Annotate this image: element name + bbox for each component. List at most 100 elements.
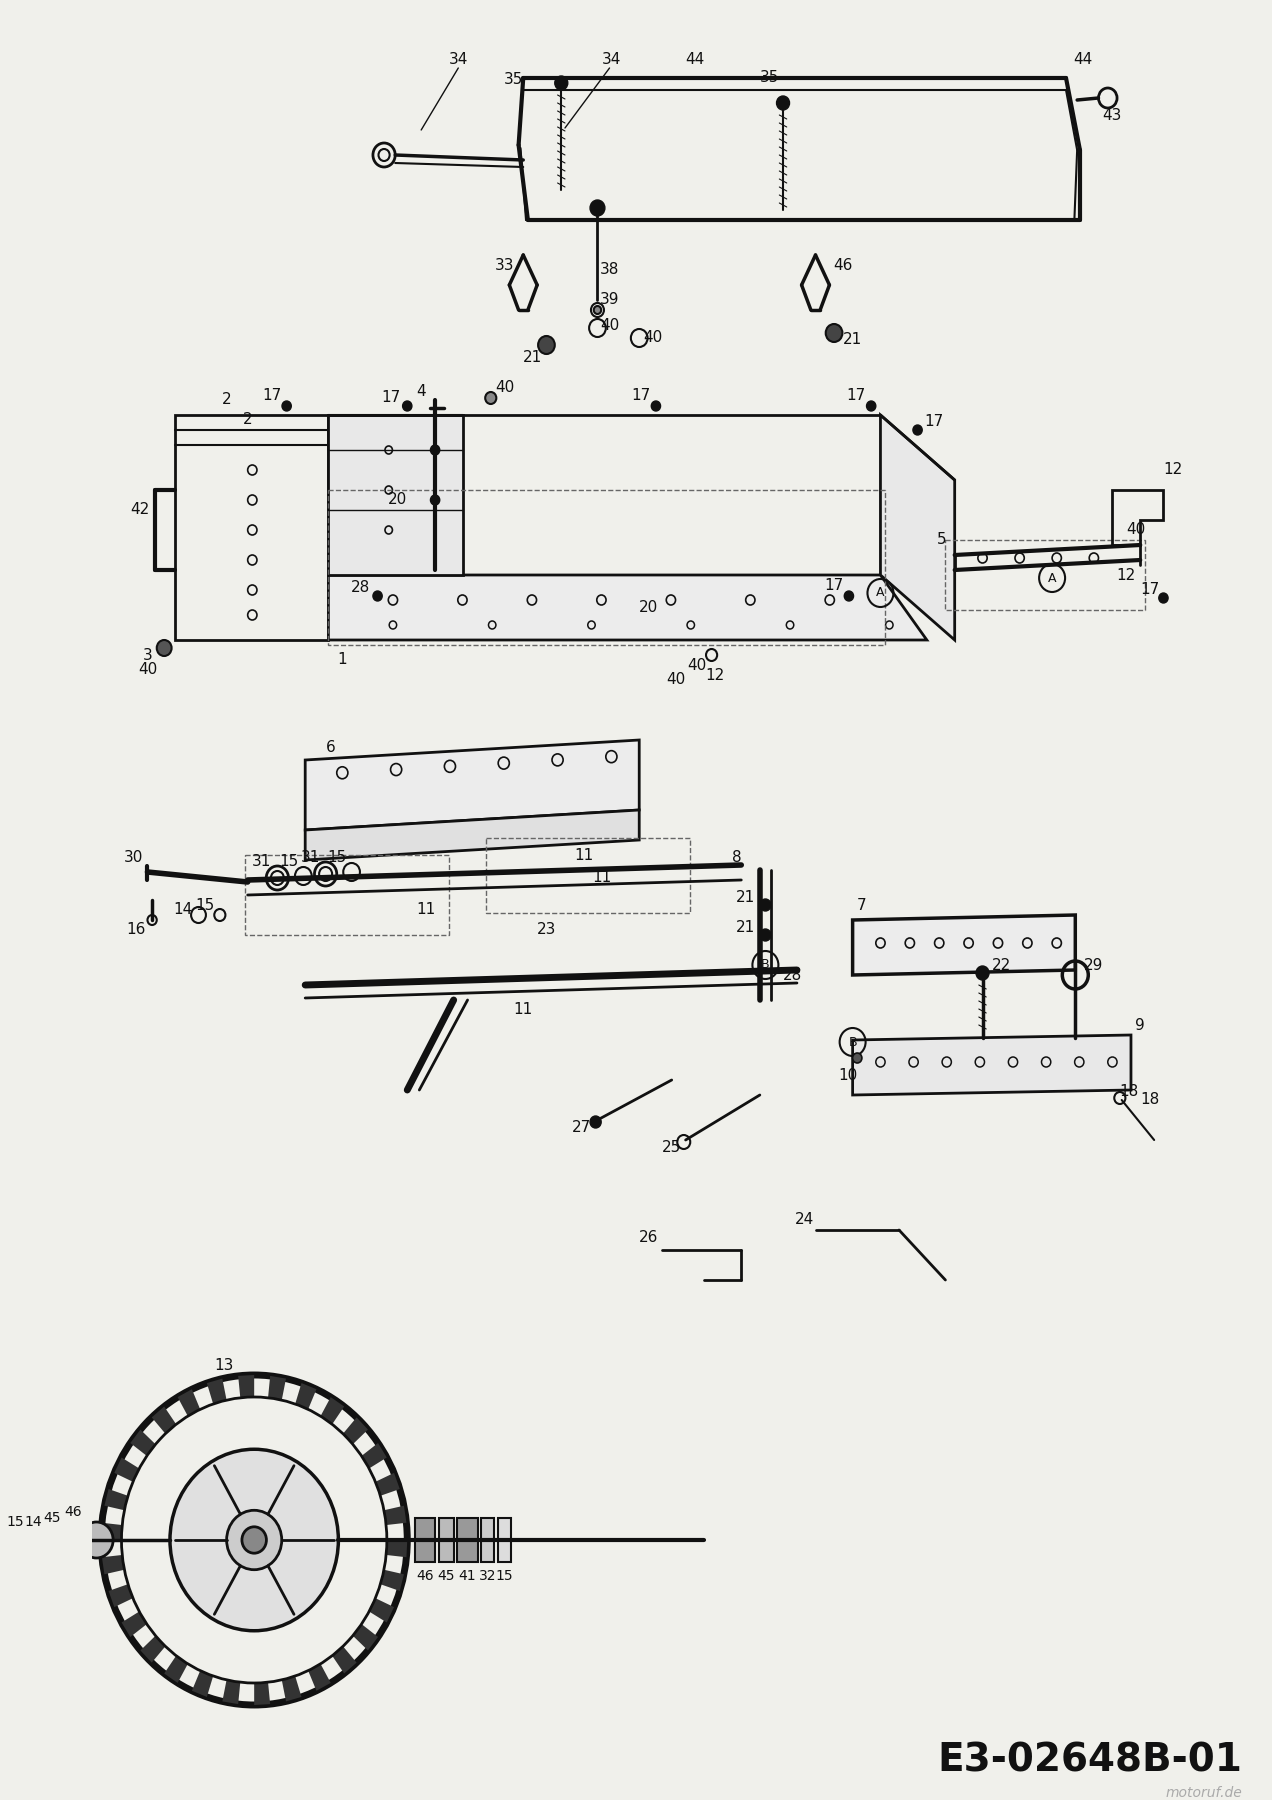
Text: 12: 12 [1117,567,1136,583]
Text: 28: 28 [351,580,370,596]
Text: 31: 31 [252,855,271,869]
Text: 34: 34 [602,52,621,67]
Text: A: A [1048,572,1056,585]
Polygon shape [207,1379,226,1404]
Text: 16: 16 [0,1510,1,1525]
Circle shape [594,306,602,313]
Text: 17: 17 [824,578,843,594]
Polygon shape [100,1523,122,1541]
Text: 11: 11 [416,902,435,918]
Text: 23: 23 [537,922,556,938]
Circle shape [170,1449,338,1631]
Polygon shape [305,810,640,860]
Text: 21: 21 [843,333,862,347]
Text: 27: 27 [572,1120,591,1136]
Polygon shape [104,1489,128,1510]
Polygon shape [308,1663,331,1690]
Circle shape [651,401,660,410]
Polygon shape [295,1382,317,1409]
Text: motoruf.de: motoruf.de [1165,1786,1243,1800]
Text: 17: 17 [1140,583,1159,598]
Text: 15: 15 [327,851,346,866]
Text: 35: 35 [759,70,778,85]
Text: 12: 12 [1163,463,1183,477]
Polygon shape [151,1406,177,1435]
Bar [945,540,1145,610]
Text: 40: 40 [667,673,686,688]
Circle shape [373,590,382,601]
Text: 11: 11 [574,848,593,862]
Polygon shape [114,1458,139,1481]
Text: 20: 20 [388,493,407,508]
Polygon shape [140,1636,165,1663]
Text: 41: 41 [459,1570,477,1582]
Circle shape [845,590,854,601]
Circle shape [100,1375,407,1705]
Polygon shape [380,1570,404,1591]
Circle shape [242,1526,266,1553]
Text: 17: 17 [380,391,401,405]
Polygon shape [176,416,328,641]
Circle shape [852,1053,862,1064]
Text: 25: 25 [661,1141,682,1156]
Text: 4: 4 [416,385,426,400]
Text: 34: 34 [449,52,468,67]
Circle shape [776,95,790,110]
Bar [486,839,691,913]
Text: 2: 2 [243,412,252,428]
Polygon shape [343,1417,368,1444]
Polygon shape [375,1472,399,1496]
Polygon shape [130,1429,155,1456]
Text: 7: 7 [857,898,866,913]
Polygon shape [268,1375,286,1400]
Polygon shape [332,1647,356,1674]
Polygon shape [254,1683,270,1705]
Bar [439,1517,454,1562]
Text: 13: 13 [214,1357,233,1372]
Polygon shape [321,1397,345,1424]
Text: 3: 3 [142,648,153,662]
Polygon shape [852,1035,1131,1094]
Polygon shape [361,1444,387,1469]
Text: 40: 40 [600,317,619,333]
Circle shape [759,898,771,911]
Text: 22: 22 [991,958,1011,972]
Polygon shape [238,1375,254,1399]
Text: 29: 29 [1084,958,1104,972]
Circle shape [403,401,412,410]
Text: 2: 2 [221,392,232,407]
Text: 32: 32 [480,1570,497,1582]
Text: 17: 17 [925,414,944,430]
Text: 11: 11 [593,871,612,886]
Polygon shape [880,416,955,641]
Polygon shape [178,1390,200,1417]
Text: 14: 14 [173,902,192,918]
Text: 38: 38 [600,263,619,277]
Text: 15: 15 [6,1516,24,1528]
Text: 9: 9 [1136,1017,1145,1033]
Text: 6: 6 [327,740,336,756]
Text: 45: 45 [438,1570,455,1582]
Circle shape [156,641,172,655]
Text: 30: 30 [123,851,144,866]
Bar [458,1517,478,1562]
Circle shape [485,392,496,403]
Text: 31: 31 [301,851,321,866]
Text: 10: 10 [838,1067,857,1082]
Polygon shape [108,1584,134,1607]
Text: 12: 12 [706,668,725,682]
Text: 46: 46 [416,1570,434,1582]
Text: 21: 21 [736,891,756,905]
Circle shape [538,337,555,355]
Text: 21: 21 [523,351,542,365]
Polygon shape [305,740,640,830]
Polygon shape [328,416,463,574]
Circle shape [1159,592,1168,603]
Text: E3-02648B-01: E3-02648B-01 [937,1742,1243,1780]
Text: 1: 1 [337,653,347,668]
Text: 45: 45 [43,1510,61,1525]
Text: 5: 5 [937,533,946,547]
Circle shape [590,200,605,216]
Polygon shape [387,1541,407,1557]
Text: 28: 28 [782,968,801,983]
